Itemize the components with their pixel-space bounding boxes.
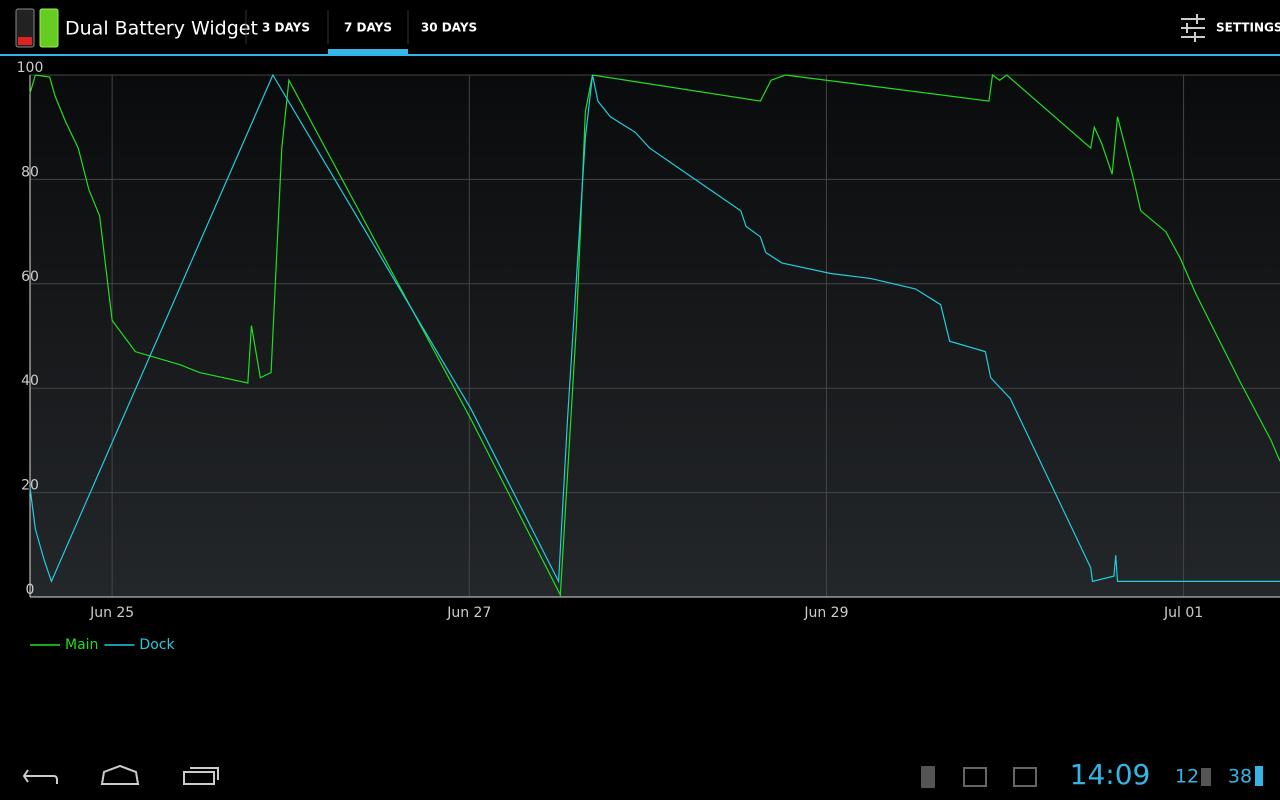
settings-icon[interactable] — [1181, 14, 1205, 42]
tab-indicator — [328, 49, 408, 54]
keyboard-battery-icon — [1201, 768, 1211, 786]
x-tick-label: Jun 29 — [803, 605, 848, 621]
app-icon — [15, 8, 59, 48]
tab-selected[interactable]: 7 DAYS — [344, 21, 392, 35]
tab[interactable]: 3 DAYS — [262, 21, 310, 35]
x-tick-label: Jul 01 — [1163, 605, 1203, 621]
battery-level: 38 — [1228, 766, 1252, 788]
plot-area — [30, 75, 1280, 597]
notification-icons — [921, 766, 1037, 788]
x-tick-label: Jun 25 — [89, 605, 134, 621]
tab[interactable]: 30 DAYS — [421, 21, 477, 35]
battery-icon — [1255, 766, 1263, 786]
home-button[interactable] — [100, 764, 140, 785]
app-title: Dual Battery Widget — [65, 18, 258, 40]
nav-buttons[interactable] — [22, 764, 219, 785]
settings-button[interactable]: SETTINGS — [1216, 21, 1280, 35]
clock: 14:09 — [1070, 758, 1151, 791]
legend-label: Dock — [139, 637, 175, 653]
back-button[interactable] — [22, 769, 58, 784]
x-tick-label: Jun 27 — [446, 605, 491, 621]
series-line — [29, 73, 1280, 584]
app-bar-divider — [0, 54, 1280, 56]
legend-label: Main — [65, 637, 98, 653]
series-line — [29, 73, 1280, 598]
y-tick-label: 100 — [17, 60, 44, 76]
keyboard-battery-level: 12 — [1175, 766, 1199, 788]
recents-button[interactable] — [183, 767, 219, 785]
